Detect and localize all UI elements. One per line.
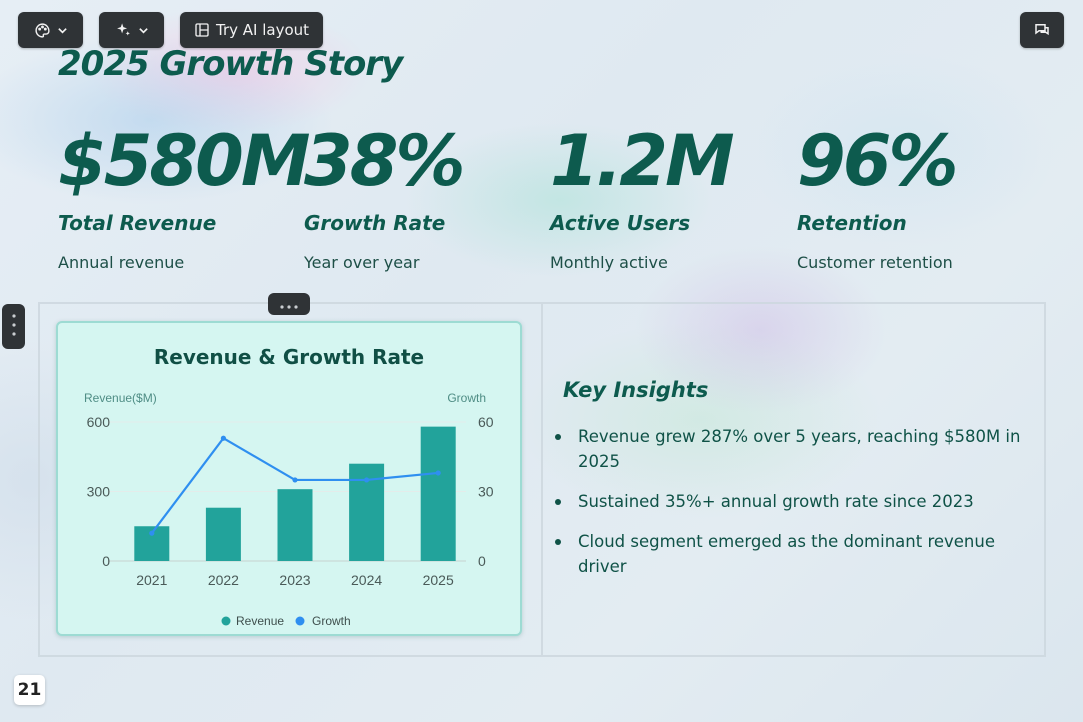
- insights-title: Key Insights: [563, 378, 709, 402]
- layout-icon: [194, 22, 210, 38]
- palette-icon: [34, 22, 51, 39]
- legend-growth-marker: [295, 616, 305, 626]
- stat-value: 1.2M: [550, 120, 735, 202]
- chevron-down-icon: [138, 25, 149, 36]
- stat-description: Year over year: [304, 253, 420, 272]
- stat-retention: 96% Retention Customer retention: [797, 118, 1027, 272]
- legend-growth-label: Growth: [312, 614, 351, 628]
- theme-button[interactable]: [18, 12, 83, 48]
- growth-point: [435, 470, 441, 476]
- stat-label: Total Revenue: [58, 211, 217, 235]
- chevron-down-icon: [57, 25, 68, 36]
- page-number: 21: [14, 675, 45, 705]
- y-right-axis-label: Growth: [447, 391, 486, 405]
- bar-revenue: [205, 507, 241, 561]
- bar-revenue: [277, 489, 313, 561]
- growth-point: [364, 477, 370, 483]
- y-left-tick-label: 0: [102, 553, 110, 569]
- stat-value: 96%: [797, 120, 959, 202]
- drag-handle-horizontal[interactable]: [268, 293, 310, 315]
- ai-menu-button[interactable]: [99, 12, 164, 48]
- stat-label: Active Users: [550, 211, 691, 235]
- growth-point: [220, 435, 226, 441]
- x-tick-label: 2023: [279, 572, 310, 588]
- x-tick-label: 2021: [136, 572, 167, 588]
- stat-description: Customer retention: [797, 253, 953, 272]
- y-left-tick-label: 600: [87, 414, 111, 430]
- stat-total-revenue: $580M Total Revenue Annual revenue: [58, 118, 310, 272]
- slide-title: 2025 Growth Story: [58, 44, 403, 84]
- x-tick-label: 2022: [208, 572, 239, 588]
- bullet: [555, 499, 561, 505]
- insight-text: Sustained 35%+ annual growth rate since …: [578, 492, 974, 511]
- chart-card[interactable]: Revenue & Growth Rate 0 300 600 0 30 60 Revenu…: [56, 321, 522, 636]
- x-tick-label: 2025: [423, 572, 454, 588]
- list-item: Revenue grew 287% over 5 years, reaching…: [553, 424, 1023, 474]
- more-vertical-icon: [11, 312, 17, 342]
- revenue-growth-chart: 0 300 600 0 30 60 Revenue($M) Growth 2021 2022 202…: [84, 391, 494, 628]
- growth-point: [149, 530, 155, 536]
- stat-label: Growth Rate: [304, 211, 446, 235]
- stat-value: $580M: [58, 120, 310, 202]
- list-item: Cloud segment emerged as the dominant re…: [553, 529, 1023, 579]
- bullet: [555, 434, 561, 440]
- bullet: [555, 539, 561, 545]
- more-horizontal-icon: [278, 295, 300, 314]
- stat-value: 38%: [304, 120, 466, 202]
- sparkle-icon: [115, 22, 132, 39]
- chat-icon: [1033, 21, 1051, 39]
- growth-point: [292, 477, 298, 483]
- chart-title: Revenue & Growth Rate: [153, 345, 425, 369]
- column-divider[interactable]: [541, 304, 543, 655]
- y-right-tick-label: 60: [478, 414, 494, 430]
- drag-handle-vertical[interactable]: [2, 304, 25, 349]
- stat-description: Annual revenue: [58, 253, 185, 272]
- list-item: Sustained 35%+ annual growth rate since …: [553, 489, 1023, 514]
- insight-text: Cloud segment emerged as the dominant re…: [578, 532, 996, 576]
- legend-revenue-label: Revenue: [236, 614, 284, 628]
- y-left-tick-label: 300: [87, 484, 111, 500]
- stat-active-users: 1.2M Active Users Monthly active: [550, 118, 780, 272]
- x-tick-label: 2024: [351, 572, 382, 588]
- try-ai-layout-label: Try AI layout: [215, 21, 310, 39]
- legend-revenue-marker: [221, 616, 231, 626]
- stat-label: Retention: [797, 211, 907, 235]
- insights-list: Revenue grew 287% over 5 years, reaching…: [553, 424, 1023, 594]
- content-layout-box[interactable]: [38, 302, 1046, 657]
- try-ai-layout-button[interactable]: Try AI layout: [180, 12, 323, 48]
- chat-button[interactable]: [1020, 12, 1064, 48]
- y-right-tick-label: 30: [478, 484, 494, 500]
- insight-text: Revenue grew 287% over 5 years, reaching…: [578, 427, 1021, 471]
- stat-description: Monthly active: [550, 253, 668, 272]
- y-right-tick-label: 0: [478, 553, 486, 569]
- y-left-axis-label: Revenue($M): [84, 391, 157, 405]
- stat-growth-rate: 38% Growth Rate Year over year: [304, 118, 534, 272]
- bar-revenue: [420, 426, 456, 561]
